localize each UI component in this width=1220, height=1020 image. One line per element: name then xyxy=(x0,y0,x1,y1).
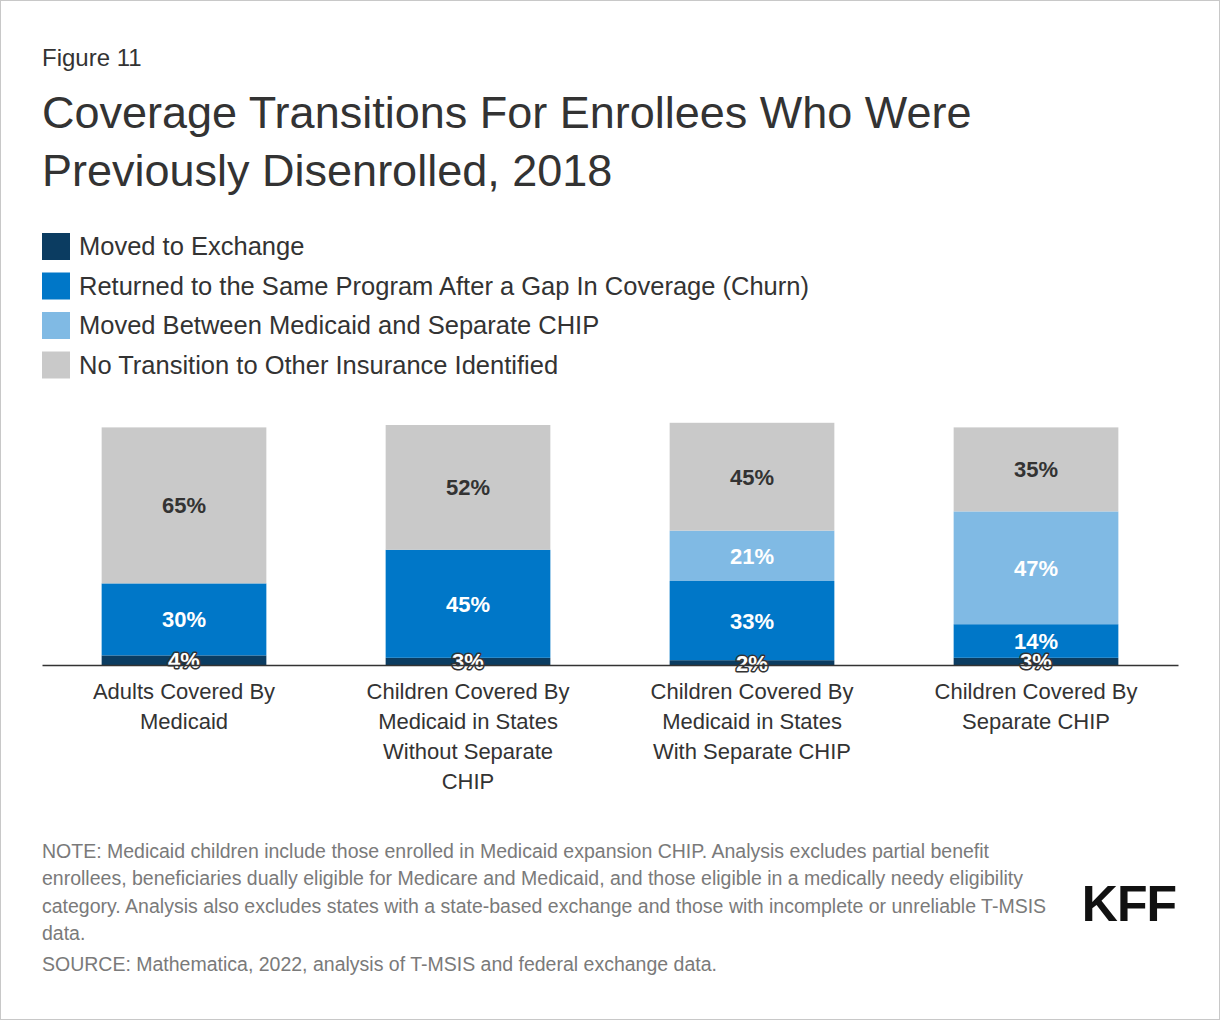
legend-swatch xyxy=(42,273,70,300)
x-tick: Children Covered BySeparate CHIP xyxy=(935,679,1138,734)
legend-swatch xyxy=(42,233,70,260)
bar-segment xyxy=(954,511,1119,624)
data-label: 45% xyxy=(730,465,774,490)
x-tick: Adults Covered ByMedicaid xyxy=(93,679,275,734)
data-label: 3% xyxy=(452,649,484,674)
note: NOTE: Medicaid children include those en… xyxy=(42,840,1046,944)
legend-label: No Transition to Other Insurance Identif… xyxy=(79,351,558,379)
x-tick-label: Adults Covered ByMedicaid xyxy=(93,679,275,734)
data-label: 30% xyxy=(162,607,206,632)
logo: KFF xyxy=(1082,876,1176,932)
source: SOURCE: Mathematica, 2022, analysis of T… xyxy=(42,953,717,975)
bar-segment xyxy=(670,423,835,531)
data-label: 35% xyxy=(1014,457,1058,482)
data-label: 52% xyxy=(446,475,490,500)
bar-segment xyxy=(102,427,267,583)
x-tick-label: Children Covered BySeparate CHIP xyxy=(935,679,1138,734)
data-labels: 4%3%2%3%30%45%33%14%21%47%65%52%45%35% xyxy=(162,457,1058,675)
bar-segment xyxy=(954,427,1119,511)
legend-swatch xyxy=(42,312,70,339)
data-label: 47% xyxy=(1014,556,1058,581)
legend-label: Returned to the Same Program After a Gap… xyxy=(79,272,809,300)
x-tick: Children Covered ByMedicaid in StatesWit… xyxy=(367,679,570,794)
legend-label: Moved Between Medicaid and Separate CHIP xyxy=(79,311,599,339)
legend: Moved to Exchange Returned to the Same Pr… xyxy=(42,232,809,379)
chart: Figure 11 Coverage Transitions For Enroll… xyxy=(0,0,1220,1020)
title: Coverage Transitions For Enrollees Who W… xyxy=(42,87,972,196)
legend-label: Moved to Exchange xyxy=(79,232,304,260)
bar-segment xyxy=(386,425,551,550)
data-label: 45% xyxy=(446,592,490,617)
data-label: 21% xyxy=(730,544,774,569)
figure-number: Figure 11 xyxy=(42,44,142,71)
x-axis-line xyxy=(43,665,1179,667)
bars xyxy=(102,423,1119,665)
data-label: 33% xyxy=(730,609,774,634)
x-axis: Adults Covered ByMedicaid Children Covere… xyxy=(43,666,1179,795)
bar-segment xyxy=(670,581,835,660)
data-label: 4% xyxy=(168,648,200,673)
data-label: 14% xyxy=(1014,629,1058,654)
frame xyxy=(1,1,1220,1020)
x-tick: Children Covered ByMedicaid in StatesWit… xyxy=(651,679,854,764)
bar-segment xyxy=(102,583,267,655)
data-label: 2% xyxy=(736,651,768,676)
bar-segment xyxy=(670,531,835,581)
legend-swatch xyxy=(42,352,70,379)
x-tick-label: Children Covered ByMedicaid in StatesWit… xyxy=(367,679,570,794)
bar-segment xyxy=(954,624,1119,658)
bar-segment xyxy=(386,550,551,658)
data-label: 65% xyxy=(162,493,206,518)
x-tick-label: Children Covered ByMedicaid in StatesWit… xyxy=(651,679,854,764)
